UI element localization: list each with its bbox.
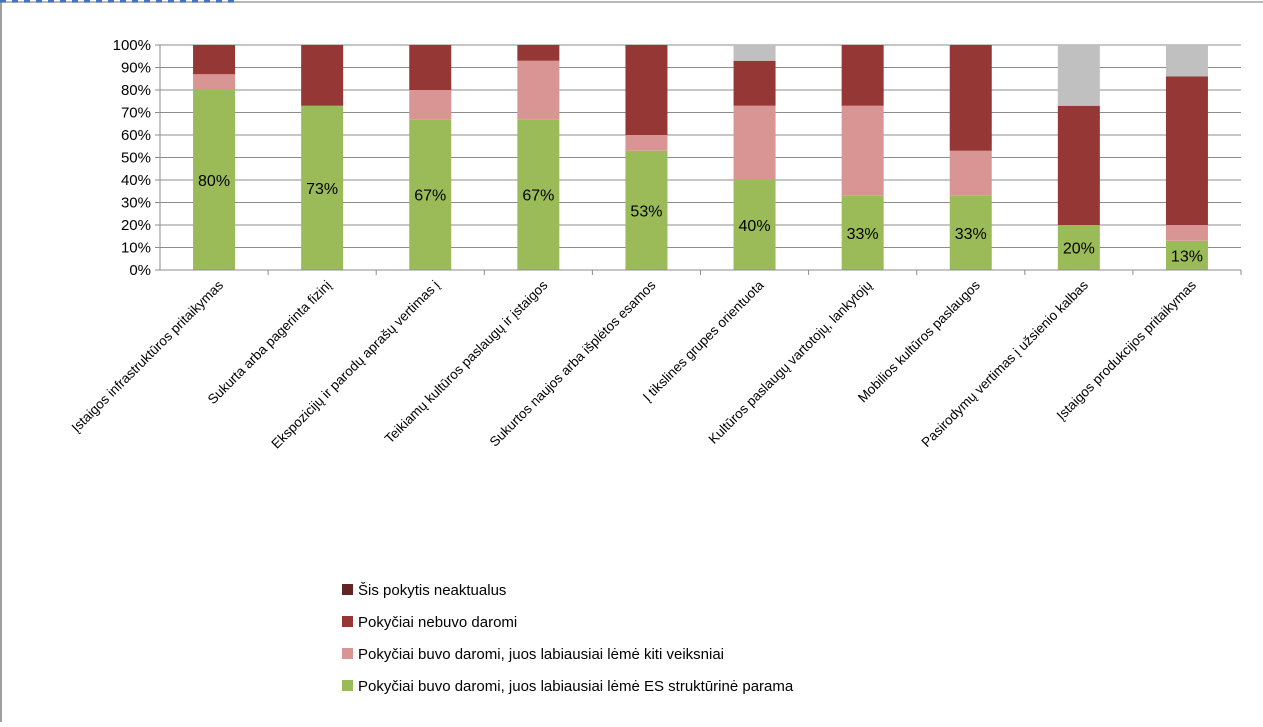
y-tick-label: 10% bbox=[121, 240, 151, 257]
y-tick-label: 80% bbox=[121, 82, 151, 99]
legend-swatch bbox=[342, 648, 353, 659]
bar-segment bbox=[734, 106, 776, 180]
data-labels: 80% 73% 67% 67% 53% 40% 33% 33% 20% 13% bbox=[198, 173, 1203, 265]
x-category-label: Sukurta arba pagerinta fizinį bbox=[205, 278, 334, 407]
bar-segment bbox=[193, 45, 235, 74]
bar-segment bbox=[1166, 77, 1208, 226]
bar-segment bbox=[193, 74, 235, 90]
data-label: 13% bbox=[1171, 248, 1203, 265]
x-category-label: Sukurtos naujos arba išplėtos esamos bbox=[487, 277, 659, 449]
bar-segment bbox=[1058, 45, 1100, 106]
data-label: 73% bbox=[306, 181, 338, 198]
legend-swatch bbox=[342, 584, 353, 595]
data-label: 67% bbox=[414, 188, 446, 205]
data-label: 80% bbox=[198, 173, 230, 190]
y-tick-label: 30% bbox=[121, 195, 151, 212]
x-category-label: Pasirodymų vertimas į užsienio kalbas bbox=[919, 277, 1092, 450]
y-tick-label: 60% bbox=[121, 127, 151, 144]
data-label: 33% bbox=[847, 226, 879, 243]
bar-segment bbox=[842, 45, 884, 106]
y-tick-label: 90% bbox=[121, 60, 151, 77]
bar-segment bbox=[950, 151, 992, 196]
bar-segment bbox=[409, 90, 451, 119]
bar-segment bbox=[734, 45, 776, 61]
bar-segment bbox=[1166, 225, 1208, 241]
legend-swatch bbox=[342, 680, 353, 691]
bar-segment bbox=[1166, 45, 1208, 77]
y-tick-label: 100% bbox=[113, 37, 151, 54]
bar-segment bbox=[625, 135, 667, 151]
x-axis-category-labels: Įstaigos infrastruktūros pritaikymasSuku… bbox=[69, 277, 1200, 451]
bar-segment bbox=[950, 45, 992, 151]
x-category-label: Ekspozicijų ir parodų aprašų vertimas į bbox=[268, 278, 442, 452]
bar-segment bbox=[842, 106, 884, 196]
bar-segment bbox=[517, 45, 559, 61]
legend-label: Pokyčiai nebuvo daromi bbox=[358, 614, 517, 631]
bar-segment bbox=[1058, 106, 1100, 225]
legend-label: Pokyčiai buvo daromi, juos labiausiai lė… bbox=[358, 646, 724, 663]
y-tick-label: 40% bbox=[121, 172, 151, 189]
x-category-label: Mobilios kultūros paslaugos bbox=[855, 277, 983, 405]
y-tick-label: 20% bbox=[121, 217, 151, 234]
data-label: 67% bbox=[522, 188, 554, 205]
data-label: 40% bbox=[739, 218, 771, 235]
bar-segment bbox=[409, 45, 451, 90]
legend-swatch bbox=[342, 616, 353, 627]
legend-label: Pokyčiai buvo daromi, juos labiausiai lė… bbox=[358, 678, 794, 695]
bar-segment bbox=[625, 45, 667, 135]
legend: Šis pokytis neaktualus Pokyčiai nebuvo da… bbox=[342, 582, 794, 695]
bar-segment bbox=[301, 45, 343, 106]
data-label: 33% bbox=[955, 226, 987, 243]
data-label: 53% bbox=[630, 203, 662, 220]
y-axis-ticks: 0% 10% 20% 30% 40% 50% 60% 70% 80% 90% 100% bbox=[113, 37, 151, 279]
x-category-label: Į tikslines grupes orientuota bbox=[640, 277, 767, 404]
data-label: 20% bbox=[1063, 241, 1095, 258]
y-tick-label: 70% bbox=[121, 105, 151, 122]
bar-segment bbox=[517, 61, 559, 120]
y-tick-label: 0% bbox=[129, 262, 151, 279]
legend-label: Šis pokytis neaktualus bbox=[358, 582, 506, 599]
y-tick-label: 50% bbox=[121, 150, 151, 167]
x-category-label: Įstaigos infrastruktūros pritaikymas bbox=[69, 277, 227, 435]
bar-segment bbox=[734, 61, 776, 106]
